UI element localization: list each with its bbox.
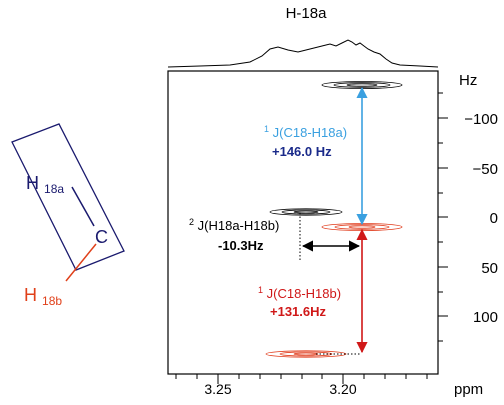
y-tick-label: −100 xyxy=(464,111,498,128)
atom-symbol: H xyxy=(24,285,37,305)
x-tick-label: 3.25 xyxy=(204,381,231,397)
annotation-1j-h18b-value: +131.6Hz xyxy=(270,304,327,319)
atom-subscript: 18a xyxy=(44,182,64,196)
bond-h18a-c xyxy=(71,186,95,227)
annotation-text: J(C18-H18a) xyxy=(273,125,347,140)
atom-subscript: 18b xyxy=(42,294,62,308)
x-axis-unit: ppm xyxy=(454,381,483,398)
black-peak-top xyxy=(321,81,403,89)
header-title: H-18a xyxy=(286,5,328,22)
y-tick-label: 50 xyxy=(481,260,498,277)
plot-frame xyxy=(167,70,439,375)
annotation-1j-h18a-label: 1 J(C18-H18a) xyxy=(264,120,347,140)
atom-carbon: C xyxy=(95,227,108,247)
y-axis-ticks xyxy=(438,92,448,342)
atom-h18a: H 18a xyxy=(26,173,64,196)
red-peak-middle xyxy=(321,223,403,231)
atom-h18b: H 18b xyxy=(24,285,62,308)
molecule-fragment: H 18a C H 18b xyxy=(11,123,125,308)
y-tick-label: −50 xyxy=(473,161,498,178)
projection-trace xyxy=(167,39,439,68)
y-tick-label: 0 xyxy=(490,210,498,227)
atom-symbol: H xyxy=(26,173,39,193)
annotation-2j-label: 2 J(H18a-H18b) xyxy=(189,213,279,233)
annotation-1j-h18a-value: +146.0 Hz xyxy=(272,144,332,159)
x-axis-ticks xyxy=(175,374,428,384)
annotation-text: J(C18-H18b) xyxy=(267,286,341,301)
annotation-2j-value: -10.3Hz xyxy=(218,238,264,253)
annotation-1j-h18b-label: 1 J(C18-H18b) xyxy=(258,281,341,301)
y-tick-label: 100 xyxy=(473,309,498,326)
bond-c-h18b xyxy=(65,243,97,282)
x-tick-label: 3.20 xyxy=(329,381,356,397)
superscript: 1 xyxy=(258,285,263,295)
annotation-text: J(H18a-H18b) xyxy=(198,218,280,233)
superscript: 1 xyxy=(264,124,269,134)
y-axis-unit: Hz xyxy=(459,72,477,89)
black-peak-middle xyxy=(269,208,343,216)
red-peak-bottom xyxy=(265,350,347,358)
superscript: 2 xyxy=(189,217,194,227)
molecule-frame xyxy=(11,123,125,271)
